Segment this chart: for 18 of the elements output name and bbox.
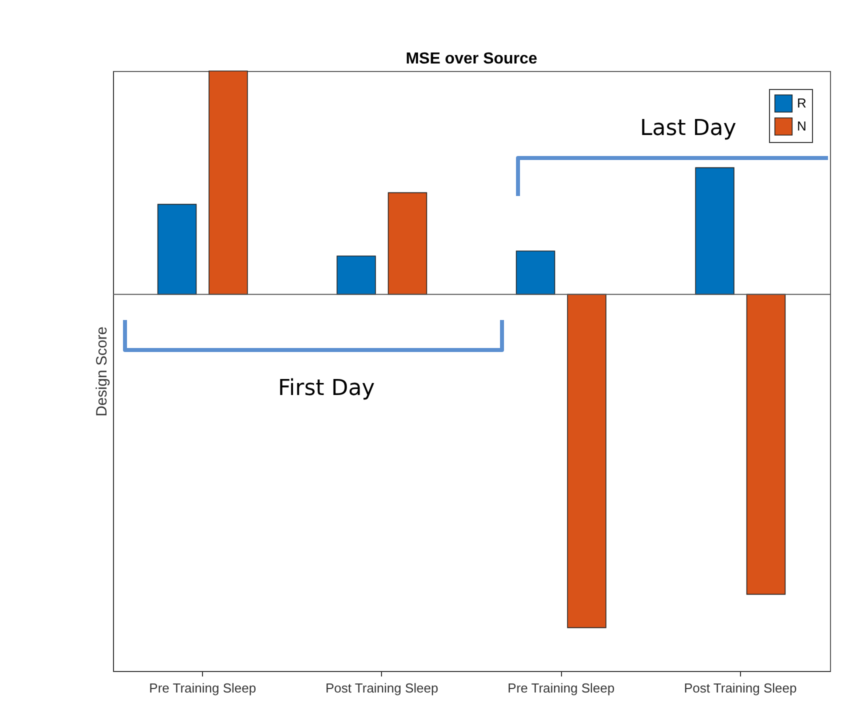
bar: [157, 204, 197, 295]
annotation: Last Day: [640, 116, 736, 141]
bar: [388, 192, 428, 295]
bar: [695, 167, 734, 295]
y-axis-title: Design Score: [94, 326, 110, 417]
legend-label: N: [797, 118, 806, 134]
legend-label: R: [797, 96, 806, 110]
annotation: First Day: [278, 376, 375, 401]
bar: [516, 250, 556, 295]
bar: [567, 294, 606, 628]
bar: [746, 294, 786, 595]
bar: [336, 256, 376, 295]
x-tick-label: Pre Training Sleep: [149, 680, 256, 696]
x-tick-label: Pre Training Sleep: [508, 680, 615, 696]
x-tick-label: Post Training Sleep: [684, 680, 797, 696]
bar: [208, 70, 248, 295]
x-tick-label: Post Training Sleep: [326, 680, 438, 696]
chart-title: MSE over Source: [406, 50, 538, 68]
